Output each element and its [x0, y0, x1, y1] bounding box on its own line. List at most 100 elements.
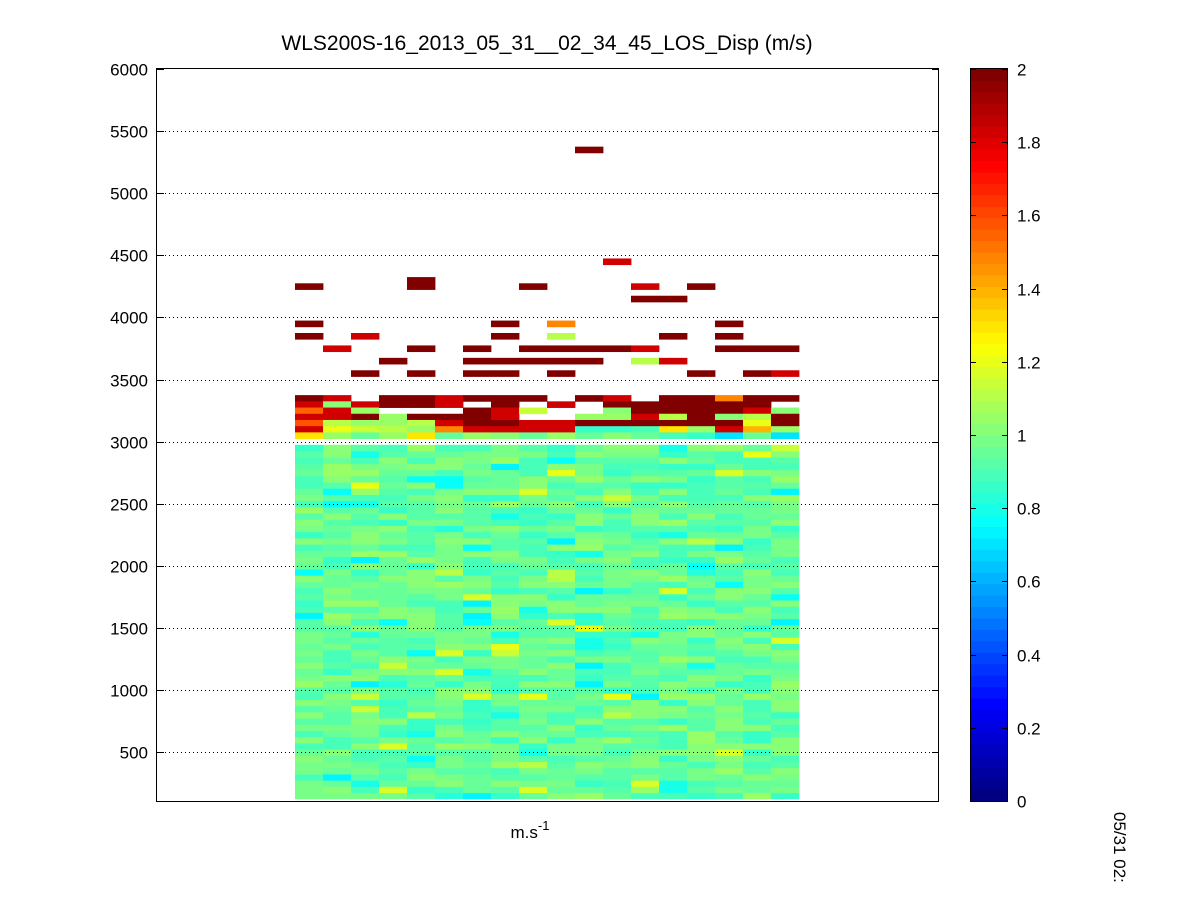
heatmap-cell: [603, 587, 632, 595]
heatmap-cell: [743, 575, 772, 582]
heatmap-cell: [519, 774, 548, 781]
heatmap-cell: [687, 711, 716, 719]
heatmap-cell: [491, 593, 520, 601]
heatmap-cell: [435, 569, 464, 576]
heatmap-cell: [435, 432, 464, 440]
heatmap-cell: [715, 693, 744, 700]
heatmap-cell: [631, 283, 660, 290]
heatmap-cell: [659, 780, 688, 787]
heatmap-cell: [687, 755, 716, 763]
heatmap-cell: [295, 662, 324, 669]
heatmap-cell: [631, 407, 660, 415]
heatmap-cell: [659, 774, 688, 781]
heatmap-cell: [463, 357, 492, 365]
heatmap-cell: [519, 593, 548, 601]
heatmap-cell: [547, 618, 576, 626]
heatmap-cell: [771, 792, 800, 800]
heatmap-cell: [715, 761, 744, 769]
heatmap-cell: [295, 395, 324, 402]
heatmap-cell: [379, 780, 408, 787]
heatmap-cell: [687, 581, 716, 589]
heatmap-cell: [407, 755, 436, 763]
heatmap-cell: [351, 419, 380, 427]
heatmap-cell: [771, 755, 800, 763]
heatmap-cell: [771, 730, 800, 738]
heatmap-cell: [715, 786, 744, 794]
heatmap-cell: [771, 482, 800, 489]
heatmap-cell: [351, 488, 380, 495]
colorbar-gradient: [971, 69, 1007, 802]
heatmap-cell: [491, 333, 520, 340]
heatmap-cell: [547, 643, 576, 651]
heatmap-cell: [687, 419, 716, 427]
heatmap-cell: [463, 742, 492, 750]
heatmap-cell: [407, 475, 436, 483]
heatmap-cell: [351, 618, 380, 626]
heatmap-cell: [771, 786, 800, 794]
heatmap-cell: [323, 643, 352, 651]
heatmap-cell: [687, 426, 716, 433]
heatmap-cell: [435, 674, 464, 682]
heatmap-cell: [631, 506, 660, 514]
heatmap-cell: [491, 463, 520, 471]
heatmap-cell: [603, 786, 632, 794]
heatmap-cell: [435, 556, 464, 564]
heatmap-cell: [715, 699, 744, 707]
heatmap-cell: [743, 631, 772, 638]
heatmap-cell: [771, 606, 800, 613]
heatmap-cell: [323, 575, 352, 582]
heatmap-cell: [407, 544, 436, 551]
heatmap-cell: [603, 662, 632, 669]
heatmap-cell: [603, 426, 632, 433]
heatmap-cell: [631, 792, 660, 800]
colorbar-strip: [971, 332, 1007, 344]
heatmap-cell: [547, 519, 576, 526]
heatmap-cell: [295, 556, 324, 564]
heatmap-cell: [715, 643, 744, 651]
heatmap-cell: [463, 606, 492, 613]
heatmap-cell: [743, 407, 772, 415]
colorbar-strip: [971, 206, 1007, 219]
heatmap-cell: [295, 581, 324, 589]
heatmap-cell: [295, 469, 324, 477]
heatmap-cell: [603, 637, 632, 644]
heatmap-cell: [659, 519, 688, 526]
heatmap-cell: [547, 730, 576, 738]
heatmap-cell: [547, 612, 576, 620]
heatmap-cell: [659, 693, 688, 700]
colorbar-strip: [971, 560, 1007, 573]
heatmap-cell: [743, 649, 772, 657]
heatmap-cell: [351, 444, 380, 452]
heatmap-cell: [575, 761, 604, 769]
y-tick-label: 6000: [110, 61, 148, 80]
heatmap-cell: [743, 606, 772, 613]
heatmap-cell: [743, 730, 772, 738]
heatmap-cell: [519, 736, 548, 744]
heatmap-cell: [715, 718, 744, 725]
heatmap-cell: [519, 451, 548, 458]
heatmap-cell: [463, 680, 492, 688]
heatmap-cell: [575, 444, 604, 452]
heatmap-cell: [463, 730, 492, 738]
y-axis: 500 1000 1500 2000 2500 3000 3500 4000 4500 5000 5…: [110, 61, 939, 763]
colorbar-strip: [971, 274, 1007, 287]
heatmap-cell: [575, 345, 604, 353]
heatmap-cell: [631, 631, 660, 638]
heatmap-cell: [295, 457, 324, 464]
heatmap-cell: [743, 755, 772, 763]
heatmap-cell: [603, 469, 632, 477]
heatmap-cell: [547, 649, 576, 657]
heatmap-cell: [407, 730, 436, 738]
heatmap-cell: [379, 724, 408, 731]
heatmap-cell: [491, 705, 520, 713]
chart-title: WLS200S-16_2013_05_31__02_34_45_LOS_Disp…: [281, 32, 812, 55]
heatmap-cell: [603, 569, 632, 576]
heatmap-cell: [575, 718, 604, 725]
heatmap-cell: [379, 581, 408, 589]
heatmap-cell: [295, 525, 324, 533]
heatmap-cell: [715, 482, 744, 489]
heatmap-cell: [463, 761, 492, 769]
heatmap-cell: [463, 475, 492, 483]
y-tick-label: 3500: [110, 372, 148, 391]
colorbar-strip: [971, 743, 1007, 756]
